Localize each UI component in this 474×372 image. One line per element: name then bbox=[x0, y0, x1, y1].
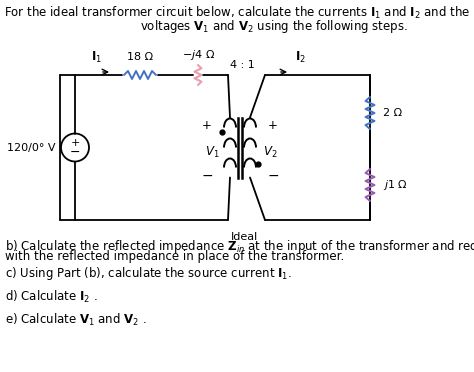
Text: b) Calculate the reflected impedance $\mathbf{Z}_{in}$ at the input of the trans: b) Calculate the reflected impedance $\m… bbox=[5, 238, 474, 255]
Text: +: + bbox=[70, 138, 80, 148]
Text: −: − bbox=[201, 169, 213, 183]
Text: d) Calculate $\mathbf{I}_2$ .: d) Calculate $\mathbf{I}_2$ . bbox=[5, 289, 98, 305]
Text: $V_1$: $V_1$ bbox=[205, 145, 219, 160]
Text: $\mathbf{I}_2$: $\mathbf{I}_2$ bbox=[295, 50, 306, 65]
Text: $-j4$ Ω: $-j4$ Ω bbox=[182, 48, 216, 62]
Text: 120/0° V: 120/0° V bbox=[8, 142, 56, 153]
Text: with the reflected impedance in place of the transformer.: with the reflected impedance in place of… bbox=[5, 250, 344, 263]
Text: 18 Ω: 18 Ω bbox=[127, 52, 153, 62]
Text: 2 Ω: 2 Ω bbox=[383, 108, 402, 118]
Text: $V_2$: $V_2$ bbox=[263, 145, 277, 160]
Text: For the ideal transformer circuit below, calculate the currents $\mathbf{I}_1$ a: For the ideal transformer circuit below,… bbox=[4, 5, 470, 21]
Text: +: + bbox=[202, 119, 212, 132]
Text: 4 : 1: 4 : 1 bbox=[229, 60, 255, 70]
Text: c) Using Part (b), calculate the source current $\mathbf{I}_1$.: c) Using Part (b), calculate the source … bbox=[5, 265, 292, 282]
Text: voltages $\mathbf{V}_1$ and $\mathbf{V}_2$ using the following steps.: voltages $\mathbf{V}_1$ and $\mathbf{V}_… bbox=[140, 18, 408, 35]
Text: −: − bbox=[70, 146, 80, 159]
Text: +: + bbox=[268, 119, 278, 132]
Text: Ideal: Ideal bbox=[231, 232, 259, 242]
Text: $j1$ Ω: $j1$ Ω bbox=[383, 178, 408, 192]
Text: −: − bbox=[267, 169, 279, 183]
Text: $\mathbf{I}_1$: $\mathbf{I}_1$ bbox=[91, 50, 101, 65]
Text: e) Calculate $\mathbf{V}_1$ and $\mathbf{V}_2$ .: e) Calculate $\mathbf{V}_1$ and $\mathbf… bbox=[5, 312, 146, 328]
